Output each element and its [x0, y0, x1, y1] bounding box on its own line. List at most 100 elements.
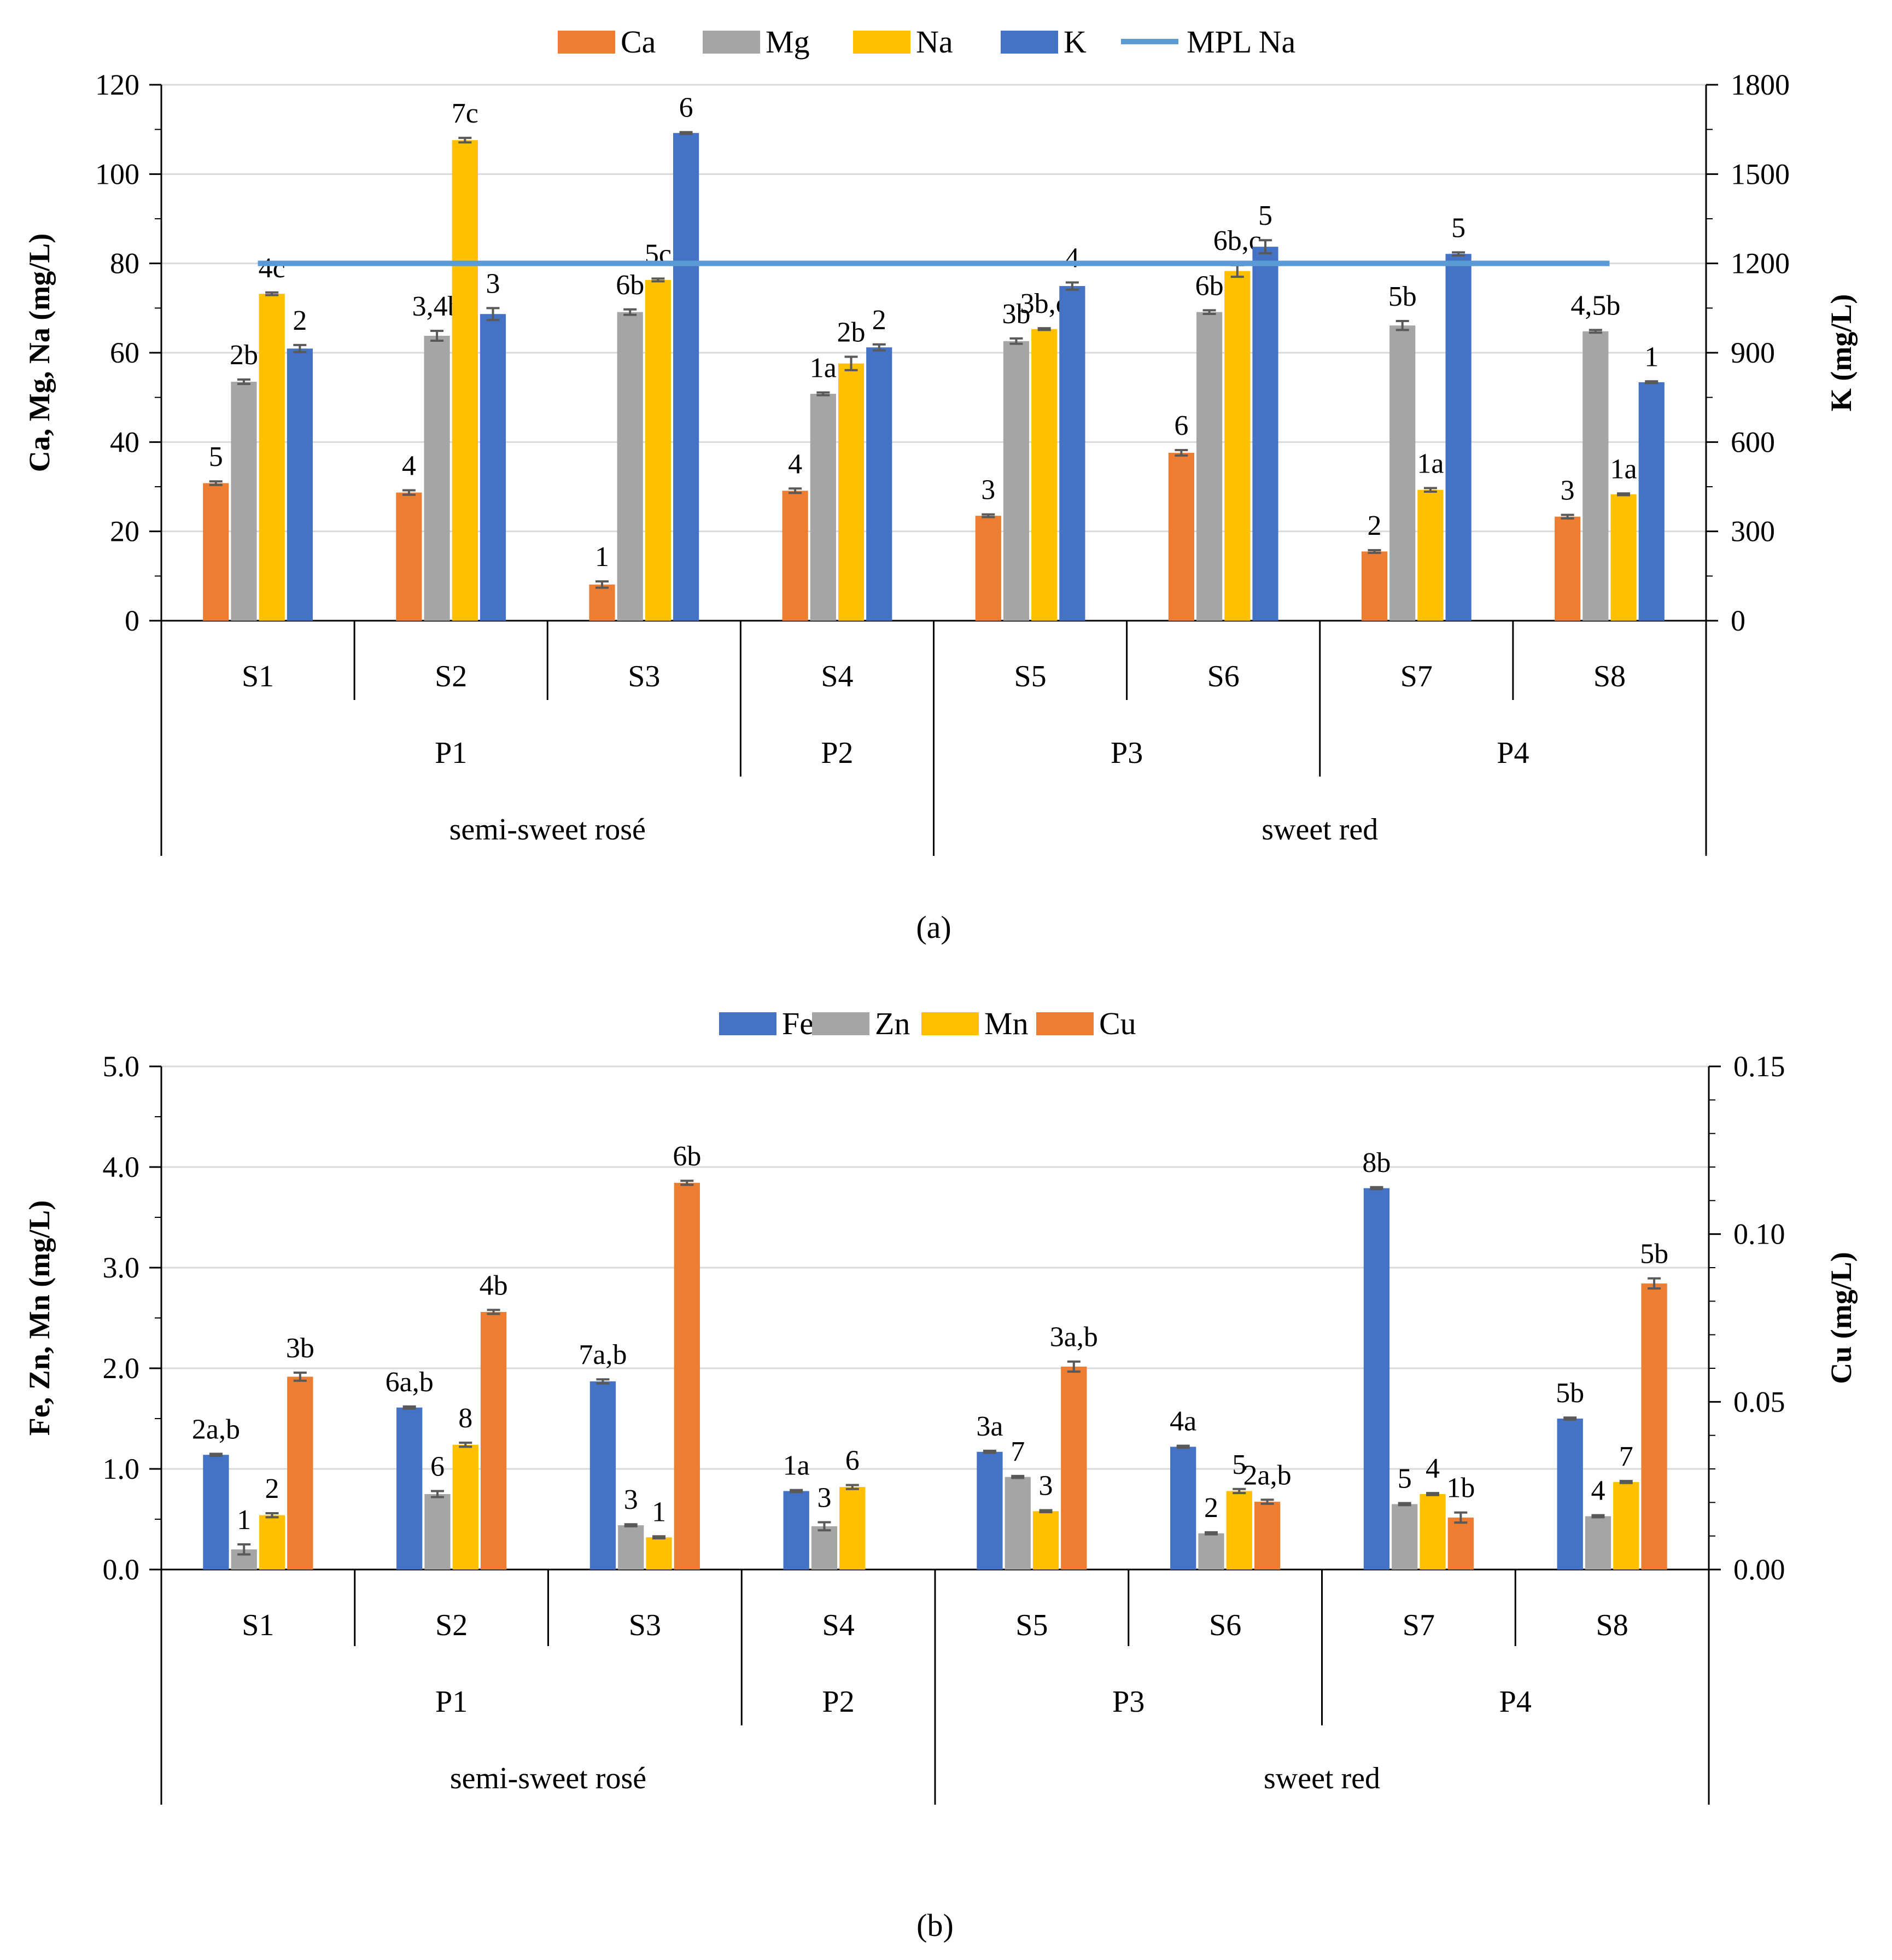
data-label: 3 [1561, 475, 1575, 506]
legend-swatch [703, 31, 760, 54]
left-tick-label: 40 [110, 425, 139, 458]
legend-swatch [1036, 1012, 1094, 1035]
bar-cu-s2 [480, 1311, 507, 1570]
left-axis-title: Ca, Mg, Na (mg/L) [23, 234, 56, 472]
legend-label: Zn [875, 1006, 910, 1041]
category-label: S2 [435, 1608, 468, 1642]
bar-k-s7 [1445, 254, 1471, 621]
left-tick-label: 20 [110, 515, 139, 548]
data-label: 1a [810, 353, 837, 384]
legend-label: Mg [766, 24, 810, 60]
bar-k-s1 [287, 348, 313, 621]
data-label: 3 [981, 475, 995, 506]
bar-zn-s3 [618, 1525, 644, 1570]
category-label: S8 [1593, 660, 1626, 693]
legend-label: Cu [1099, 1006, 1136, 1041]
data-label: 1a [1610, 453, 1637, 485]
category-label: S4 [821, 660, 853, 693]
data-label: 2b [230, 340, 258, 371]
bar-cu-s3 [674, 1182, 700, 1570]
bar-ca-s8 [1555, 516, 1581, 621]
data-label: 7 [1619, 1441, 1633, 1472]
bar-k-s8 [1638, 382, 1665, 621]
category-label: S1 [242, 660, 274, 693]
data-label: 5 [209, 441, 223, 472]
data-label: 2a,b [192, 1414, 240, 1445]
left-axis-title: Fe, Zn, Mn (mg/L) [23, 1200, 56, 1436]
left-tick-label: 3.0 [103, 1251, 140, 1284]
bar-mg-s1 [231, 382, 257, 621]
data-label: 2 [1368, 510, 1382, 541]
category-label: S6 [1209, 1608, 1241, 1642]
bar-cu-s7 [1447, 1517, 1474, 1570]
data-label: 2 [872, 305, 886, 336]
bar-mg-s4 [810, 394, 836, 621]
left-tick-label: 0 [125, 604, 139, 637]
wine-type-label: sweet red [1264, 1761, 1380, 1795]
bar-cu-s6 [1254, 1502, 1281, 1570]
data-label: 8 [458, 1403, 472, 1434]
bar-na-s6 [1224, 271, 1251, 621]
legend-swatch [812, 1012, 869, 1035]
bar-mg-s2 [424, 335, 450, 621]
producer-label: P2 [821, 736, 853, 770]
bar-mn-s5 [1032, 1511, 1059, 1570]
left-tick-label: 60 [110, 336, 139, 369]
data-label: 3b [286, 1333, 314, 1364]
bar-ca-s5 [975, 516, 1001, 621]
data-label: 6b [1195, 270, 1224, 301]
wine-type-label: semi-sweet rosé [450, 1761, 646, 1795]
bar-na-s3 [645, 279, 671, 621]
data-label: 3 [624, 1484, 638, 1515]
bar-k-s4 [866, 347, 892, 621]
right-tick-label: 0 [1731, 604, 1745, 637]
data-label: 4 [1426, 1453, 1440, 1484]
legend-swatch [921, 1012, 979, 1035]
bar-k-s3 [673, 133, 699, 621]
bar-na-s7 [1417, 489, 1444, 621]
right-tick-label: 1500 [1731, 158, 1790, 190]
data-label: 3 [1039, 1470, 1053, 1501]
data-label: 2a,b [1243, 1460, 1292, 1491]
data-label: 7a,b [579, 1339, 627, 1370]
data-label: 6 [1174, 410, 1188, 441]
producer-label: P4 [1499, 1685, 1532, 1719]
bar-fe-s6 [1170, 1446, 1196, 1570]
data-label: 1 [237, 1504, 251, 1536]
right-axis-title: Cu (mg/L) [1825, 1252, 1858, 1384]
legend-label: Ca [621, 24, 656, 60]
bar-zn-s2 [424, 1494, 451, 1570]
left-tick-label: 2.0 [103, 1352, 140, 1385]
data-label: 6a,b [386, 1367, 434, 1398]
left-tick-label: 5.0 [103, 1050, 140, 1083]
bar-na-s5 [1031, 329, 1058, 621]
bar-zn-s8 [1585, 1516, 1611, 1570]
category-label: S3 [628, 660, 660, 693]
data-label: 2 [293, 305, 307, 336]
bar-fe-s4 [783, 1491, 809, 1570]
bar-na-s1 [259, 294, 285, 621]
bar-fe-s8 [1557, 1419, 1583, 1570]
left-tick-label: 120 [95, 68, 139, 101]
data-label: 1a [783, 1450, 810, 1481]
bar-fe-s3 [589, 1381, 616, 1570]
producer-label: P4 [1497, 736, 1529, 770]
producer-label: P1 [435, 736, 467, 770]
panel-label: (b) [916, 1908, 954, 1943]
bar-ca-s4 [782, 491, 808, 621]
legend-swatch [1001, 31, 1058, 54]
data-label: 3b [1002, 299, 1030, 330]
bar-ca-s6 [1168, 452, 1194, 621]
bar-mn-s8 [1613, 1481, 1639, 1570]
category-label: S6 [1207, 660, 1240, 693]
bar-ca-s7 [1361, 551, 1388, 621]
data-label: 4c [259, 253, 285, 284]
bar-zn-s7 [1392, 1504, 1418, 1570]
bar-fe-s5 [977, 1451, 1003, 1570]
bar-mg-s5 [1003, 341, 1030, 621]
data-label: 6b [616, 270, 644, 301]
legend-swatch [558, 31, 615, 54]
data-label: 1 [1644, 341, 1659, 372]
bar-fe-s1 [203, 1455, 229, 1570]
data-label: 1 [652, 1496, 666, 1527]
